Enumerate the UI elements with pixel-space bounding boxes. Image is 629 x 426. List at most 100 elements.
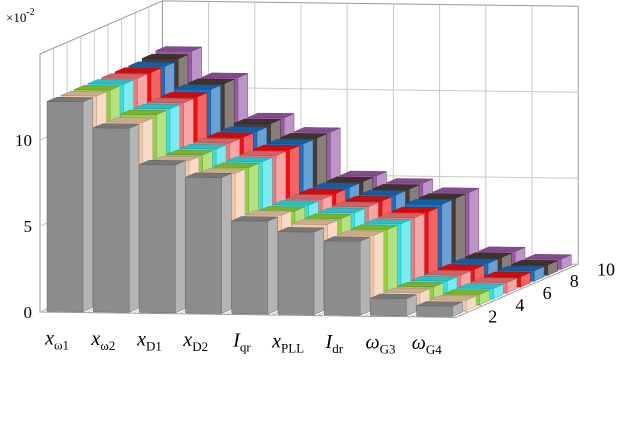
category-label: xD2	[182, 329, 208, 354]
bar-top-face	[424, 270, 471, 276]
bar-top-face	[142, 53, 189, 60]
category-label: ωG3	[365, 332, 395, 357]
depth-tick-label: 8	[570, 271, 579, 291]
z-multiplier-label: ×10-2	[6, 7, 35, 25]
bar-top-face	[364, 218, 411, 224]
bar-side-face	[359, 236, 371, 316]
bar-top-face	[397, 281, 444, 288]
bar-top-face	[180, 144, 227, 150]
bar-top-face	[432, 187, 479, 193]
bar-front-face	[231, 220, 269, 315]
bar-side-face	[221, 173, 232, 314]
bar-top-face	[438, 264, 485, 270]
bar-top-face	[231, 216, 278, 222]
bar	[370, 293, 417, 317]
bar-top-face	[87, 79, 134, 85]
bar-top-face	[188, 78, 235, 84]
bar-top-face	[291, 219, 338, 225]
bar	[185, 172, 232, 314]
bar	[277, 227, 325, 316]
bar-front-face	[139, 164, 176, 314]
category-label: Iqr	[232, 330, 251, 355]
bar-top-face	[457, 283, 504, 289]
bar-top-face	[128, 61, 175, 67]
bar	[416, 301, 463, 317]
bar-side-face	[313, 227, 325, 316]
category-label: Idr	[325, 331, 344, 356]
depth-tick-label: 10	[597, 259, 615, 279]
bar-front-face	[92, 127, 130, 313]
bar-top-face	[280, 133, 327, 139]
bar-top-face	[60, 91, 107, 97]
bar-top-face	[139, 160, 186, 166]
bar	[92, 123, 140, 313]
bar-top-face	[220, 126, 267, 132]
bar-front-face	[370, 297, 407, 317]
bar-top-face	[326, 176, 373, 182]
category-label: xPLL	[271, 330, 304, 355]
bar	[231, 216, 278, 315]
category-label: xω2	[90, 328, 115, 353]
bar-top-face	[498, 265, 545, 272]
bar-top-face	[340, 170, 387, 176]
bar-top-face	[419, 193, 466, 199]
z-tick-label: 5	[24, 217, 33, 236]
bar-top-face	[373, 184, 420, 190]
bar-top-face	[416, 301, 463, 307]
bar-top-face	[272, 200, 319, 206]
category-label: xω1	[44, 327, 69, 352]
bar-top-face	[351, 224, 398, 230]
bar-top-face	[185, 172, 232, 178]
bar-top-face	[174, 84, 221, 90]
bar-top-face	[378, 212, 425, 218]
bar-top-face	[294, 127, 341, 133]
bar-top-face	[286, 194, 333, 200]
bar-top-face	[147, 97, 194, 104]
bar-top-face	[465, 252, 512, 258]
bar-side-face	[82, 97, 94, 313]
bar-top-face	[313, 182, 360, 188]
bar-top-face	[253, 144, 300, 151]
bar-top-face	[114, 67, 161, 73]
bar-top-face	[470, 277, 517, 283]
z-tick-label: 0	[24, 303, 33, 322]
bar	[46, 96, 94, 313]
bar-front-face	[46, 101, 84, 312]
bar-top-face	[484, 271, 531, 277]
bar-front-face	[416, 305, 453, 317]
bar-top-face	[359, 190, 406, 196]
bar-top-face	[451, 258, 498, 264]
depth-tick-label: 2	[488, 307, 497, 327]
bar-top-face	[405, 199, 452, 205]
bar-top-face	[207, 132, 254, 138]
depth-tick-label: 4	[515, 295, 524, 315]
bar-top-face	[479, 246, 526, 252]
bar-top-face	[166, 149, 213, 156]
bar-top-face	[318, 207, 365, 213]
bar-top-face	[383, 287, 430, 294]
bar-side-face	[175, 160, 186, 314]
bar-top-face	[443, 289, 490, 295]
bar-top-face	[370, 293, 417, 299]
bar-top-face	[332, 201, 379, 208]
bar-top-face	[305, 213, 352, 219]
bar-top-face	[267, 138, 314, 145]
bar-top-face	[525, 254, 572, 260]
bar-top-face	[106, 117, 153, 123]
bar-front-face	[185, 176, 222, 314]
category-label: xD1	[136, 329, 162, 354]
bar-top-face	[120, 109, 167, 115]
bar-top-face	[245, 210, 292, 216]
bar-top-face	[74, 85, 121, 91]
bar-top-face	[234, 118, 281, 124]
bar-top-face	[511, 259, 558, 266]
bar-top-face	[248, 112, 295, 119]
bar-top-face	[101, 73, 148, 79]
bar	[323, 236, 371, 316]
bar-top-face	[411, 276, 458, 282]
bar-front-face	[323, 240, 361, 316]
z-tick-label: 10	[15, 131, 32, 150]
